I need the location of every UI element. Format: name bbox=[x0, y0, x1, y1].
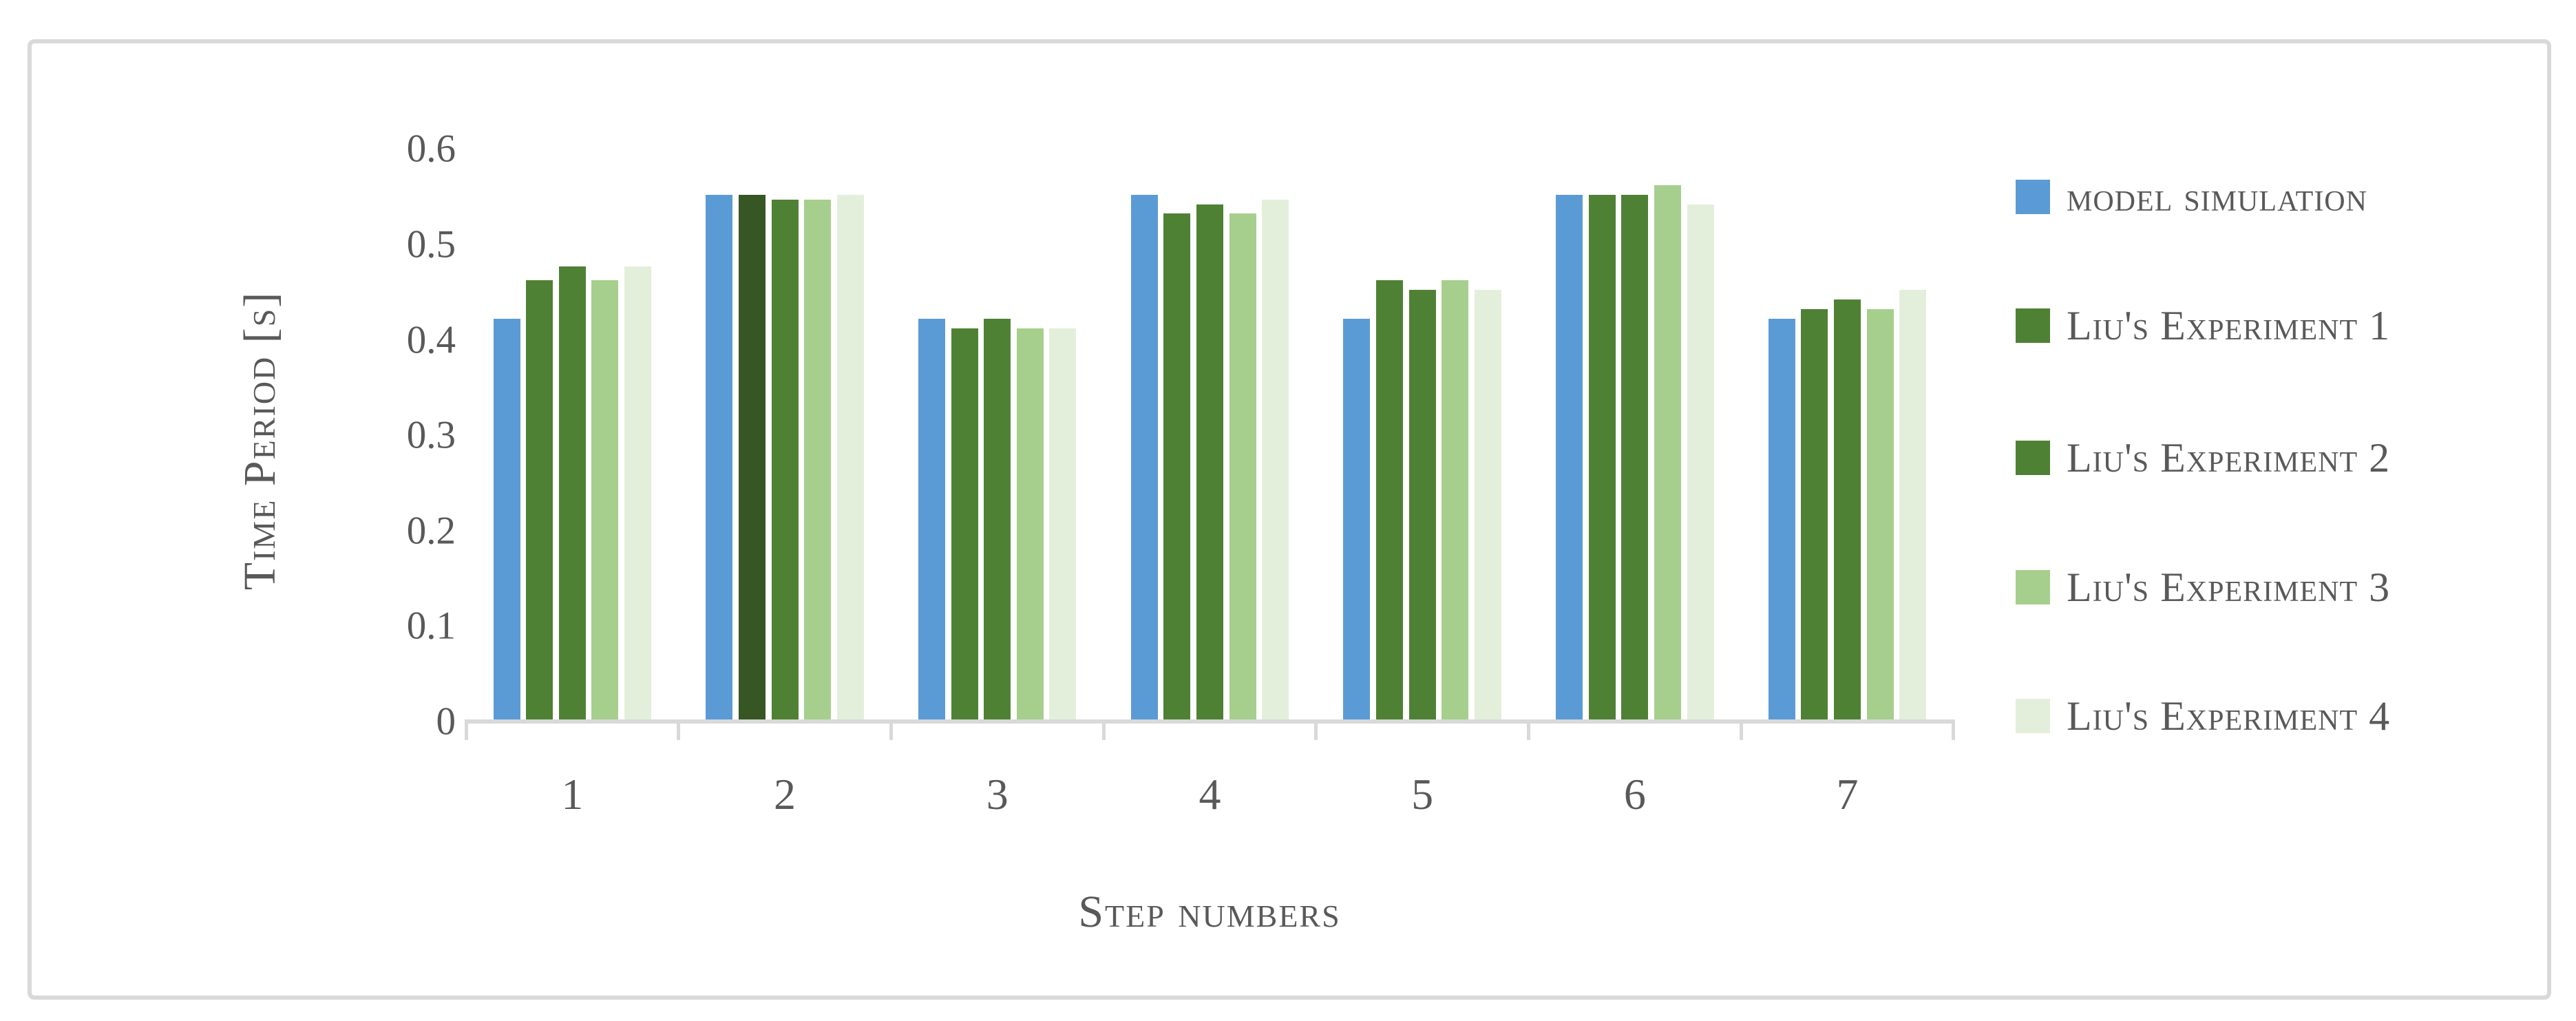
legend-label: Liu's Experiment 2 bbox=[2067, 435, 2391, 481]
y-tick-label-0.4: 0.4 bbox=[406, 318, 456, 362]
x-axis-title: Step numbers bbox=[1078, 887, 1341, 937]
bar-step6-series4 bbox=[1654, 185, 1681, 719]
x-axis-tick bbox=[1314, 719, 1318, 740]
bar-step4-series3 bbox=[1196, 204, 1223, 719]
legend-swatch-icon bbox=[2016, 699, 2050, 733]
legend-entry-1: model simulation bbox=[2016, 176, 2367, 218]
bar-step4-series5 bbox=[1262, 200, 1289, 719]
bar-step3-series4 bbox=[1017, 328, 1044, 719]
y-tick-label-0.3: 0.3 bbox=[406, 413, 456, 457]
x-category-label-1: 1 bbox=[561, 770, 584, 819]
legend-label: Liu's Experiment 3 bbox=[2067, 565, 2391, 610]
bar-step6-series2 bbox=[1589, 195, 1616, 719]
bar-step1-series2 bbox=[526, 280, 553, 719]
legend-entry-3: Liu's Experiment 2 bbox=[2016, 437, 2390, 478]
bar-step5-series2 bbox=[1376, 280, 1403, 719]
bar-step3-series2 bbox=[951, 328, 978, 719]
bar-step3-series3 bbox=[984, 319, 1011, 719]
bar-step7-series2 bbox=[1801, 309, 1828, 719]
legend-label: Liu's Experiment 4 bbox=[2067, 693, 2391, 739]
legend-swatch-icon bbox=[2016, 180, 2050, 214]
x-axis-tick bbox=[1739, 719, 1743, 740]
x-category-label-6: 6 bbox=[1623, 770, 1646, 819]
x-axis-line bbox=[464, 719, 1956, 724]
x-axis-tick bbox=[889, 719, 893, 740]
y-tick-label-0.2: 0.2 bbox=[406, 509, 456, 553]
y-tick-label-0: 0 bbox=[436, 699, 456, 744]
x-axis-tick bbox=[464, 719, 468, 740]
x-category-label-2: 2 bbox=[774, 770, 796, 819]
bar-step4-series1 bbox=[1131, 195, 1158, 719]
bar-step4-series4 bbox=[1229, 213, 1256, 719]
bar-step1-series3 bbox=[559, 266, 586, 719]
bar-step7-series1 bbox=[1769, 319, 1795, 719]
bar-step2-series4 bbox=[804, 200, 831, 719]
bar-step6-series1 bbox=[1556, 195, 1583, 719]
bar-step5-series5 bbox=[1475, 290, 1501, 719]
legend-label: Liu's Experiment 1 bbox=[2067, 303, 2391, 348]
legend-entry-5: Liu's Experiment 4 bbox=[2016, 695, 2390, 737]
legend-swatch-icon bbox=[2016, 308, 2050, 343]
bar-step3-series5 bbox=[1049, 328, 1076, 719]
y-axis-title: Time Period [s] bbox=[235, 291, 285, 591]
bar-step5-series4 bbox=[1442, 280, 1468, 719]
legend-entry-4: Liu's Experiment 3 bbox=[2016, 567, 2390, 608]
bar-step2-series1 bbox=[706, 195, 732, 719]
bar-step7-series3 bbox=[1834, 299, 1861, 719]
y-tick-label-0.1: 0.1 bbox=[406, 604, 456, 648]
bar-step2-series3 bbox=[772, 200, 799, 719]
chart-border-frame bbox=[28, 39, 2551, 1000]
legend-label: model simulation bbox=[2067, 174, 2367, 220]
bar-step4-series2 bbox=[1163, 213, 1190, 719]
y-tick-label-0.6: 0.6 bbox=[406, 127, 456, 171]
x-axis-tick bbox=[1101, 719, 1106, 740]
bar-step7-series5 bbox=[1899, 290, 1926, 719]
bar-step5-series3 bbox=[1409, 290, 1436, 719]
bar-step7-series4 bbox=[1867, 309, 1894, 719]
x-category-label-7: 7 bbox=[1836, 770, 1859, 819]
bar-step2-series2 bbox=[739, 195, 766, 719]
bar-step6-series3 bbox=[1621, 195, 1648, 719]
y-tick-label-0.5: 0.5 bbox=[406, 222, 456, 266]
bar-step1-series4 bbox=[591, 280, 618, 719]
bar-step6-series5 bbox=[1687, 204, 1714, 719]
x-axis-tick bbox=[1527, 719, 1530, 740]
bar-step3-series1 bbox=[918, 319, 945, 719]
x-category-label-4: 4 bbox=[1199, 770, 1221, 819]
x-axis-tick bbox=[677, 719, 681, 740]
legend-swatch-icon bbox=[2016, 441, 2050, 475]
x-axis-tick bbox=[1952, 719, 1956, 740]
bar-step2-series5 bbox=[837, 195, 864, 719]
bar-step1-series5 bbox=[624, 266, 651, 719]
legend-swatch-icon bbox=[2016, 570, 2050, 604]
legend-entry-2: Liu's Experiment 1 bbox=[2016, 305, 2390, 346]
x-category-label-5: 5 bbox=[1411, 770, 1434, 819]
bar-step5-series1 bbox=[1343, 319, 1370, 719]
x-category-label-3: 3 bbox=[986, 770, 1009, 819]
bar-step1-series1 bbox=[494, 319, 520, 719]
